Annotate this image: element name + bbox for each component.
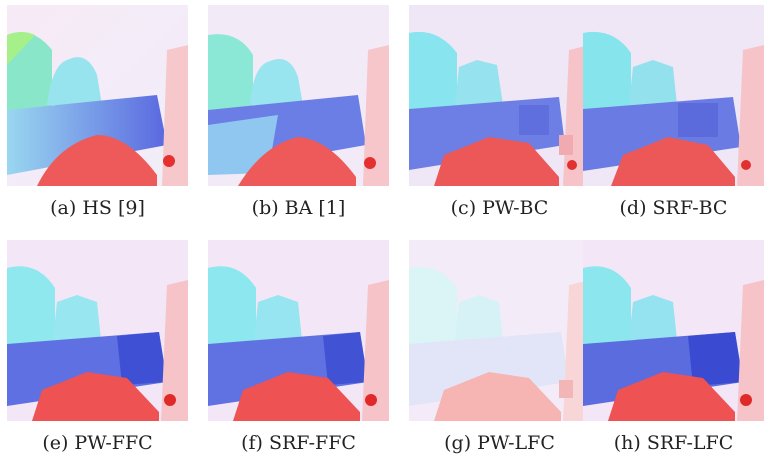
optical-flow-image-d xyxy=(583,5,764,186)
optical-flow-image-b xyxy=(208,5,389,186)
panel-caption-g: (g) PW-LFC xyxy=(444,432,555,454)
figure-panel-d: (d) SRF-BC xyxy=(583,5,764,219)
figure-panel-a: (a) HS [9] xyxy=(7,5,188,219)
figure-panel-f: (f) SRF-FFC xyxy=(208,240,389,454)
optical-flow-image-c xyxy=(409,5,590,186)
figure-panel-c: (c) PW-BC xyxy=(409,5,590,219)
figure-panel-g: (g) PW-LFC xyxy=(409,240,590,454)
panel-caption-d: (d) SRF-BC xyxy=(619,197,728,219)
panel-caption-a: (a) HS [9] xyxy=(50,197,145,219)
optical-flow-image-f xyxy=(208,240,389,421)
panel-caption-h: (h) SRF-LFC xyxy=(613,432,734,454)
optical-flow-image-a xyxy=(7,5,188,186)
panel-caption-f: (f) SRF-FFC xyxy=(241,432,356,454)
figure-panel-e: (e) PW-FFC xyxy=(7,240,188,454)
optical-flow-image-g xyxy=(409,240,590,421)
panel-caption-e: (e) PW-FFC xyxy=(42,432,153,454)
panel-caption-c: (c) PW-BC xyxy=(450,197,549,219)
figure-panel-b: (b) BA [1] xyxy=(208,5,389,219)
optical-flow-image-e xyxy=(7,240,188,421)
panel-caption-b: (b) BA [1] xyxy=(251,197,346,219)
optical-flow-image-h xyxy=(583,240,764,421)
figure-panel-h: (h) SRF-LFC xyxy=(583,240,764,454)
